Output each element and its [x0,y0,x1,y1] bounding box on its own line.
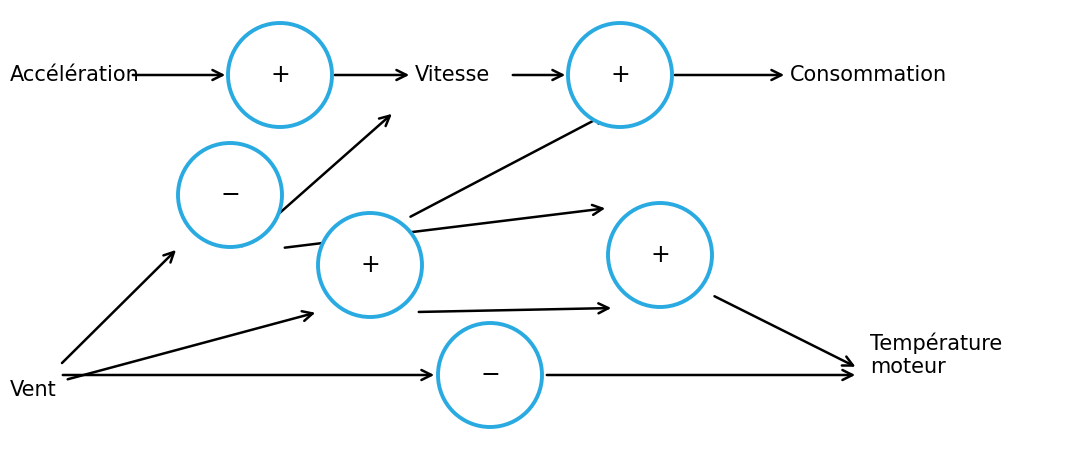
Text: +: + [650,243,670,267]
Text: −: − [220,183,240,207]
Text: +: + [610,63,630,87]
Ellipse shape [438,323,541,427]
Text: Vent: Vent [10,380,57,400]
Text: Accélération: Accélération [10,65,140,85]
Text: Température
moteur: Température moteur [870,333,1002,377]
Ellipse shape [608,203,712,307]
Text: Consommation: Consommation [790,65,947,85]
Text: Vitesse: Vitesse [415,65,490,85]
Ellipse shape [318,213,422,317]
Ellipse shape [568,23,672,127]
Ellipse shape [227,23,332,127]
Ellipse shape [178,143,282,247]
Text: +: + [360,253,380,277]
Text: +: + [270,63,289,87]
Text: −: − [481,363,500,387]
